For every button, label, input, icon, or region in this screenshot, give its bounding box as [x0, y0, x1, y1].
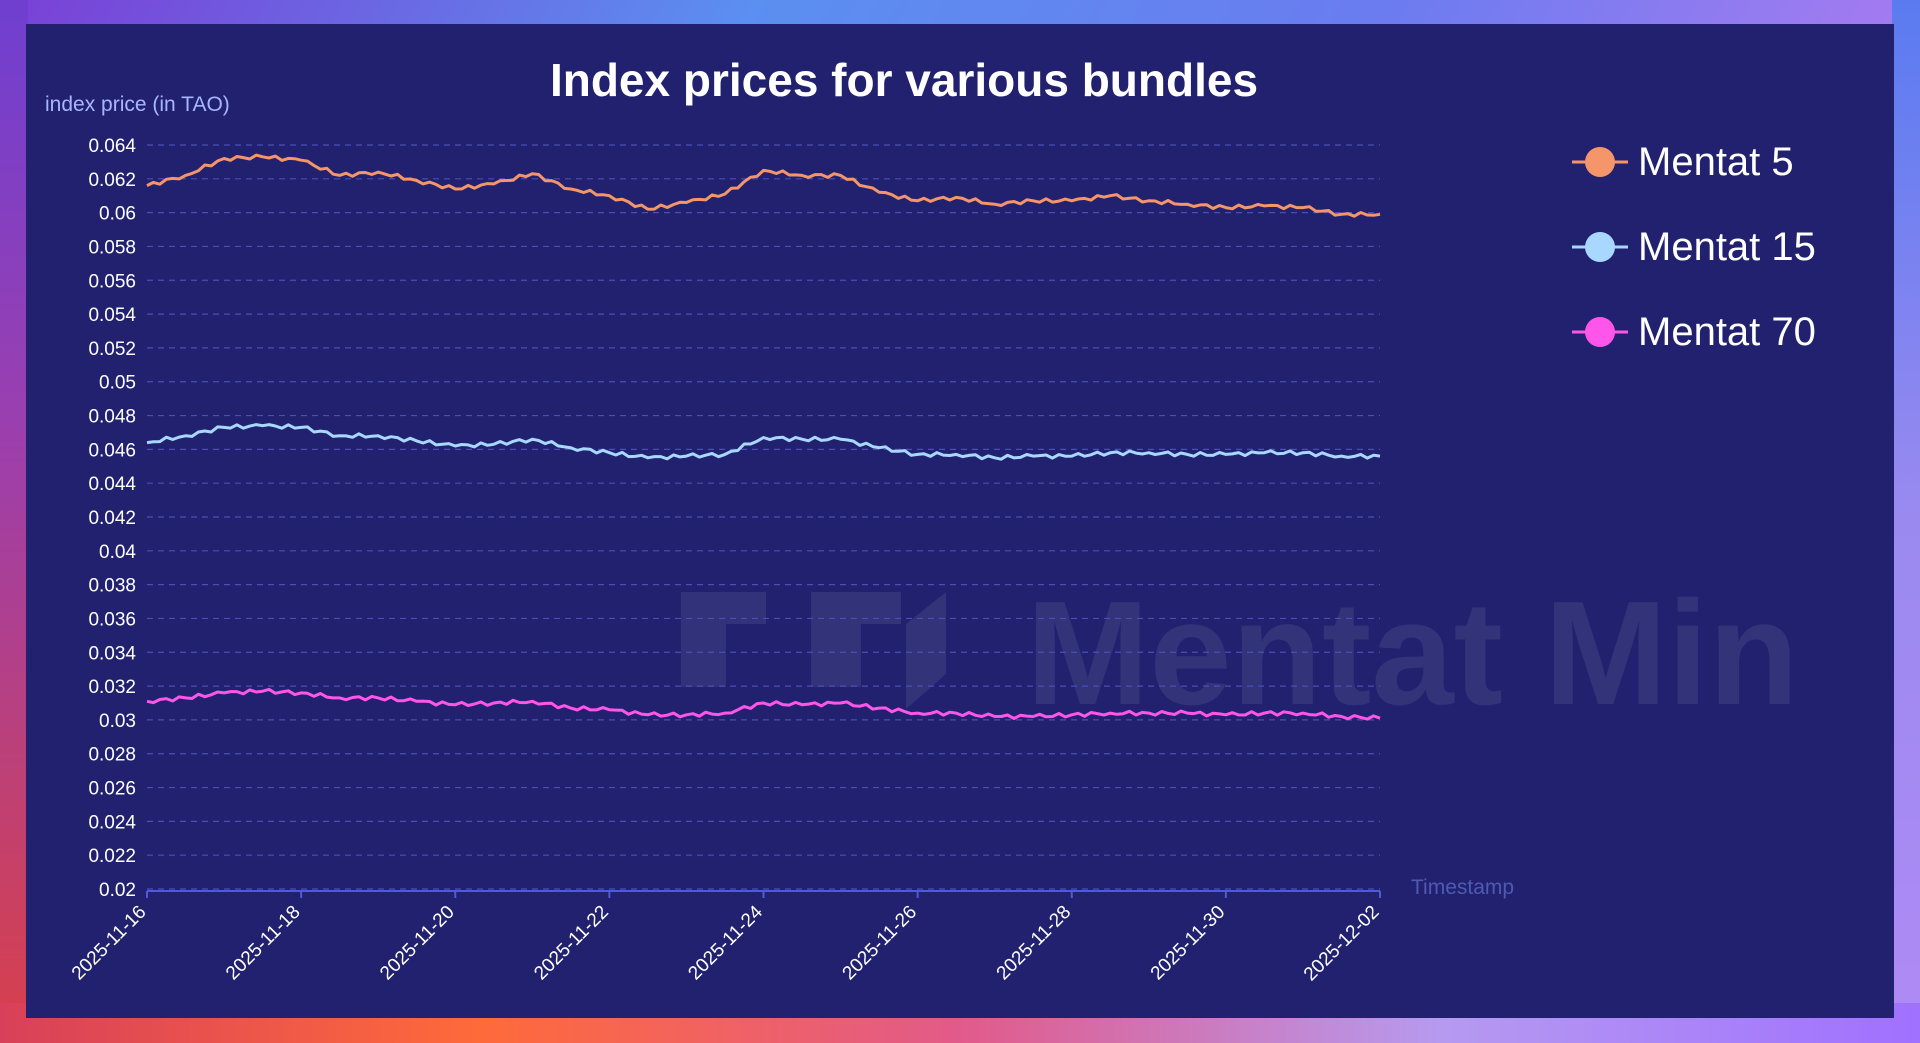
- frame-left: [0, 0, 28, 1043]
- chart-title: Index prices for various bundles: [550, 54, 1258, 106]
- y-tick-label: 0.048: [88, 407, 136, 428]
- x-tick-label: 2025-11-16: [68, 902, 151, 985]
- x-tick-label: 2025-11-24: [684, 901, 767, 984]
- y-tick-label: 0.054: [88, 305, 136, 326]
- y-tick-label: 0.032: [88, 677, 136, 698]
- y-tick-label: 0.022: [88, 846, 136, 867]
- y-tick-label: 0.03: [99, 711, 136, 732]
- series-lines: [146, 153, 1381, 721]
- y-tick-label: 0.058: [88, 237, 136, 258]
- line-chart: Mentat Min Index prices for various bund…: [45, 54, 1816, 985]
- y-tick-label: 0.05: [99, 373, 136, 394]
- y-tick-label: 0.044: [88, 474, 136, 495]
- legend: Mentat 5 Mentat 15 Mentat 70: [1572, 140, 1816, 354]
- y-tick-label: 0.052: [88, 339, 136, 360]
- y-tick-labels: 0.064 0.062 0.06 0.058 0.056 0.054 0.052 0.05 0.…: [88, 136, 136, 901]
- y-tick-label: 0.062: [88, 170, 136, 191]
- y-tick-label: 0.064: [88, 136, 136, 157]
- legend-label-mentat-15: Mentat 15: [1638, 225, 1816, 269]
- series-line-mentat-15: [146, 423, 1381, 461]
- x-axis-label: Timestamp: [1411, 876, 1514, 899]
- y-tick-label: 0.036: [88, 609, 136, 630]
- legend-marker-mentat-15: [1585, 232, 1615, 262]
- y-tick-label: 0.04: [99, 542, 136, 563]
- chart-panel: Mentat Min Index prices for various bund…: [26, 24, 1894, 1018]
- series-line-mentat-5: [146, 153, 1381, 218]
- frame-right: [1892, 0, 1920, 1043]
- y-tick-label: 0.046: [88, 440, 136, 461]
- y-tick-label: 0.024: [88, 812, 136, 833]
- legend-label-mentat-70: Mentat 70: [1638, 310, 1816, 354]
- y-tick-label: 0.06: [99, 204, 136, 225]
- y-tick-label: 0.028: [88, 745, 136, 766]
- y-tick-label: 0.026: [88, 779, 136, 800]
- grid: [147, 144, 1380, 890]
- series-line-mentat-70: [146, 687, 1381, 721]
- y-tick-label: 0.056: [88, 271, 136, 292]
- watermark-text: Mentat Min: [1026, 571, 1799, 736]
- y-tick-label: 0.02: [99, 880, 136, 901]
- y-tick-label: 0.034: [88, 643, 136, 664]
- y-tick-label: 0.042: [88, 508, 136, 529]
- x-tick-label: 2025-11-26: [839, 902, 922, 985]
- watermark: Mentat Min: [681, 571, 1799, 736]
- x-tick-labels: 2025-11-16 2025-11-18 2025-11-20 2025-11-22…: [68, 891, 1384, 985]
- y-axis-label: index price (in TAO): [45, 93, 230, 116]
- legend-marker-mentat-5: [1585, 147, 1615, 177]
- x-tick-label: 2025-11-30: [1147, 902, 1230, 985]
- x-tick-label: 2025-11-20: [376, 902, 459, 985]
- x-tick-label: 2025-11-28: [993, 902, 1076, 985]
- y-tick-label: 0.038: [88, 576, 136, 597]
- legend-label-mentat-5: Mentat 5: [1638, 140, 1794, 184]
- x-tick-label: 2025-12-02: [1300, 902, 1384, 986]
- legend-marker-mentat-70: [1585, 317, 1615, 347]
- x-tick-label: 2025-11-18: [222, 902, 305, 985]
- x-tick-label: 2025-11-22: [530, 902, 613, 985]
- watermark-logo-icon: [681, 592, 946, 709]
